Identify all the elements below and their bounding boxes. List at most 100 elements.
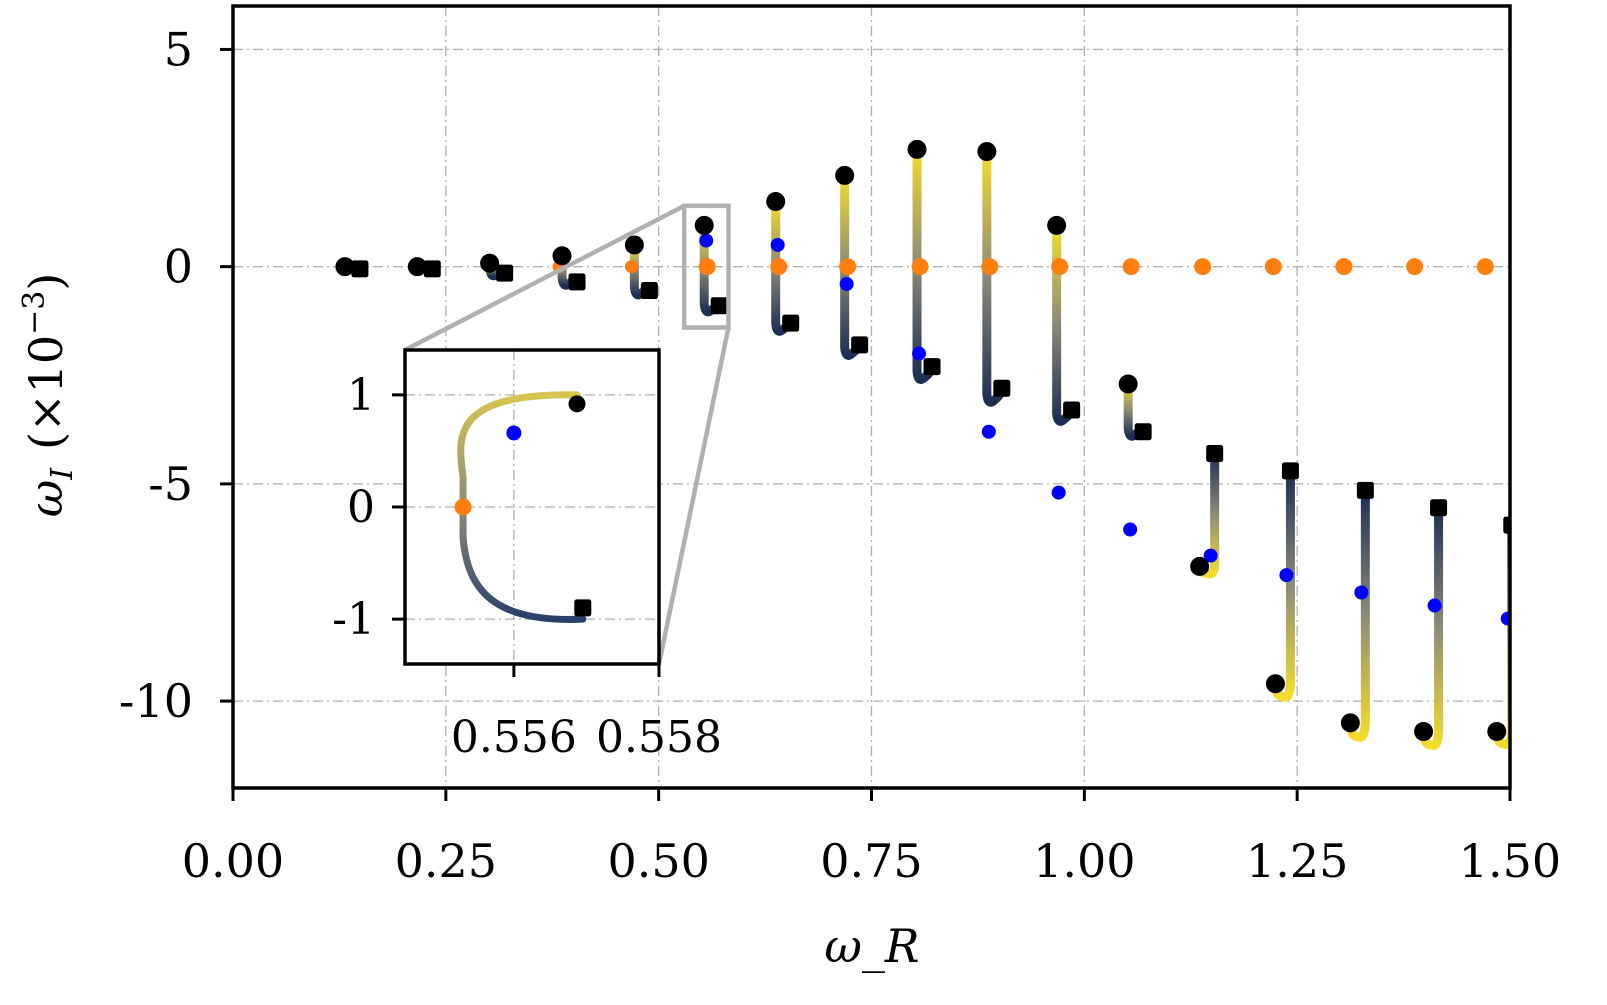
zero-crossing-point — [1335, 258, 1353, 276]
start-point-circle — [1047, 215, 1067, 235]
y-axis-label: ωI (×10−3) — [17, 273, 80, 518]
zoom-indicator — [403, 203, 731, 665]
end-point-square — [496, 264, 514, 282]
zero-crossing-point — [624, 260, 638, 274]
start-point-circle — [977, 142, 997, 162]
y-tick-label: -10 — [119, 674, 193, 728]
y-axis-subscript: I — [45, 467, 80, 481]
y-axis-symbol: ω — [19, 480, 73, 518]
zero-crossing-point — [911, 258, 929, 276]
x-tick-label: 0.00 — [182, 834, 284, 888]
midpoint-marker — [1123, 522, 1138, 537]
end-point-square — [710, 297, 728, 315]
x-tick-label: 1.00 — [1033, 834, 1135, 888]
end-point-square — [423, 260, 441, 278]
start-point-circle — [1414, 722, 1434, 742]
y-axis-exponent: −3 — [17, 291, 52, 335]
midpoint-marker — [981, 424, 996, 439]
start-point-circle — [624, 235, 644, 255]
zero-crossing-point — [1051, 258, 1069, 276]
inset-y-tick-label: -1 — [332, 594, 375, 645]
trajectory-track — [1419, 503, 1444, 751]
start-point-circle — [335, 257, 355, 277]
inset-plot: 0.556 0.558 1 0 -1 — [332, 348, 722, 763]
y-tick-label: 0 — [164, 240, 193, 294]
zero-crossing-point — [1122, 258, 1140, 276]
midpoint-marker — [1500, 611, 1510, 626]
start-point-circle — [1487, 722, 1507, 742]
end-point-square — [351, 260, 369, 278]
y-tick-label: -5 — [148, 457, 193, 511]
y-axis-factor: (×10 — [19, 335, 73, 450]
midpoint-marker — [699, 233, 714, 248]
end-point-square — [1503, 516, 1510, 534]
end-point-square — [640, 282, 658, 300]
end-point-square — [1430, 499, 1448, 517]
trajectory-track — [1270, 466, 1295, 702]
midpoint-marker — [839, 277, 854, 292]
midpoint-marker — [770, 237, 785, 252]
end-point-square — [1281, 462, 1299, 480]
axis-labels: ω_R ωI (×10−3) — [17, 273, 920, 973]
end-point-square — [1134, 423, 1152, 441]
inset-y-tick-label: 1 — [347, 370, 375, 421]
zero-crossing-point — [981, 258, 999, 276]
zero-crossing-point — [1476, 258, 1494, 276]
trajectory-track — [982, 147, 1007, 407]
end-point-square — [1063, 401, 1081, 419]
inset-x-tick-label: 0.558 — [596, 712, 722, 763]
midpoint-marker — [1203, 548, 1218, 563]
zoom-connector — [403, 203, 686, 352]
inset-midpoint — [506, 425, 522, 441]
zero-crossing-point — [1194, 258, 1212, 276]
y-tick-label: 5 — [164, 22, 193, 76]
zero-crossing-point — [770, 258, 788, 276]
start-point-circle — [835, 165, 855, 185]
inset-y-tick-label: 0 — [347, 482, 375, 533]
start-point-circle — [1265, 674, 1285, 694]
x-tick-label: 0.25 — [395, 834, 497, 888]
midpoint-marker — [912, 346, 927, 361]
end-point-square — [993, 379, 1011, 397]
y-axis-close: ) — [19, 273, 73, 291]
zoom-connector — [656, 327, 731, 665]
markers — [335, 139, 1510, 742]
start-point-circle — [907, 139, 927, 159]
zoom-box — [681, 203, 731, 330]
x-tick-label: 1.25 — [1246, 834, 1348, 888]
x-tick-label: 0.50 — [607, 834, 709, 888]
midpoint-marker — [1427, 598, 1442, 613]
start-point-circle — [407, 257, 427, 277]
grid — [233, 6, 1510, 788]
inset-zero-crossing — [454, 498, 472, 516]
trajectory-track — [1345, 485, 1370, 742]
x-tick-label: 1.50 — [1459, 834, 1561, 888]
inset-start-circle — [568, 395, 586, 413]
start-point-circle — [1340, 713, 1360, 733]
end-point-square — [851, 336, 869, 354]
start-point-circle — [694, 215, 714, 235]
x-tick-label: 0.75 — [820, 834, 922, 888]
start-point-circle — [1190, 556, 1210, 576]
midpoint-marker — [1051, 485, 1066, 500]
inset-x-tick-label: 0.556 — [451, 712, 577, 763]
inset-trajectory — [457, 391, 587, 623]
inset-end-square — [574, 599, 592, 617]
zero-crossing-point — [1406, 258, 1424, 276]
end-point-square — [782, 314, 800, 332]
end-point-square — [923, 358, 941, 376]
start-point-circle — [552, 246, 572, 266]
zero-crossing-point — [839, 258, 857, 276]
start-point-circle — [1118, 374, 1138, 394]
trajectory-track — [1052, 220, 1077, 426]
midpoint-marker — [1354, 585, 1369, 600]
zero-crossing-point — [1264, 258, 1282, 276]
midpoint-marker — [1279, 568, 1294, 583]
end-point-square — [1356, 481, 1374, 499]
end-point-square — [568, 273, 586, 291]
x-axis-label: ω_R — [824, 919, 919, 973]
zero-crossing-point — [698, 258, 716, 276]
start-point-circle — [766, 192, 786, 211]
